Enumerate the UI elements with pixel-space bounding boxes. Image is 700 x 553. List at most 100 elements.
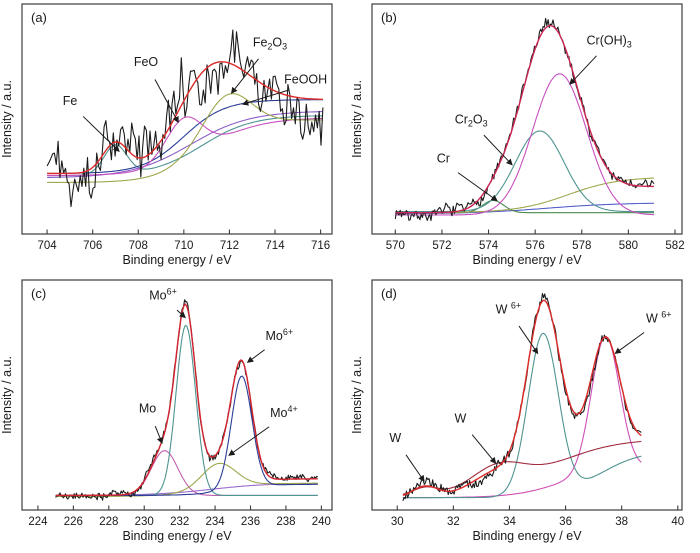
panel-letter: (c): [31, 286, 46, 301]
x-tick-label: 570: [386, 240, 405, 252]
measured-data: [55, 299, 318, 501]
axes-box: [371, 3, 683, 235]
mo4-curve: [55, 462, 318, 498]
axes-box: [371, 279, 683, 511]
panel-letter: (a): [31, 10, 47, 25]
x-tick-label: 708: [129, 240, 148, 252]
x-axis-ticks: 30 32 34 36 38 40: [391, 505, 684, 528]
x-axis-ticks: 704 706 708 710 712 714 716: [37, 229, 330, 252]
y-axis-title: Intensity / a.u.: [0, 80, 14, 158]
fit-envelope: [395, 24, 654, 214]
x-tick-label: 30: [391, 516, 404, 528]
x-tick-label: 572: [432, 240, 451, 252]
x-tick-label: 236: [241, 516, 260, 528]
x-tick-label: 234: [205, 516, 225, 528]
x-tick-label: 34: [503, 516, 516, 528]
peak-label: Fe2O3: [253, 36, 287, 52]
panel-c: 224 226 228 230 232 234 236 238 240 Binding energ…: [0, 276, 350, 553]
panel-d-svg: 30 32 34 36 38 40 Binding energy / eV Intensity…: [350, 279, 684, 543]
annotation-arrow: [82, 116, 120, 153]
x-tick-label: 576: [526, 240, 545, 252]
peak-label: Fe: [63, 94, 78, 108]
cr2o3-curve: [395, 130, 654, 213]
x-axis-ticks: 224 226 228 230 232 234 236 238 240: [28, 505, 331, 528]
fe2o3-curve: [47, 93, 323, 183]
annotation-arrow: [154, 79, 179, 124]
x-tick-label: 712: [220, 240, 239, 252]
x-tick-label: 238: [276, 516, 295, 528]
x-tick-label: 706: [83, 240, 102, 252]
x-tick-label: 228: [99, 516, 118, 528]
x-axis-title: Binding energy / eV: [122, 529, 232, 543]
peak-label: W: [454, 412, 466, 426]
x-tick-label: 36: [559, 516, 572, 528]
peak-label: Mo6+: [265, 327, 293, 343]
feo-curve: [47, 116, 323, 177]
fit-envelope: [55, 303, 318, 497]
w6-4f52-curve: [402, 335, 642, 499]
y-axis-title: Intensity / a.u.: [350, 80, 364, 158]
x-axis-title: Binding energy / eV: [472, 253, 582, 267]
panel-d: 30 32 34 36 38 40 Binding energy / eV Intensity…: [350, 276, 700, 553]
mo6-3d32-curve: [55, 375, 318, 496]
peak-label: Cr(OH)3: [587, 33, 632, 49]
x-tick-label: 240: [312, 516, 331, 528]
annotation-arrow: [483, 134, 513, 166]
panel-a: 704 706 708 710 712 714 716 Binding energy / eV…: [0, 0, 350, 276]
x-tick-label: 32: [447, 516, 460, 528]
feooh-curve: [47, 99, 323, 174]
measured-data: [394, 17, 655, 222]
w6-4f72-curve: [402, 332, 642, 499]
x-tick-label: 230: [135, 516, 154, 528]
x-tick-label: 38: [615, 516, 628, 528]
annotation-arrow: [569, 55, 597, 85]
x-tick-label: 226: [64, 516, 83, 528]
measured-data: [46, 29, 324, 208]
violet-background: [47, 111, 323, 179]
peak-label: FeO: [134, 55, 159, 69]
axes-box: [21, 3, 333, 235]
x-tick-label: 710: [174, 240, 193, 252]
x-tick-label: 580: [619, 240, 638, 252]
x-tick-label: 232: [170, 516, 189, 528]
peak-label: W: [389, 431, 401, 445]
peak-label: Mo6+: [149, 287, 177, 303]
annotation-arrow: [614, 332, 645, 354]
x-tick-label: 224: [28, 516, 48, 528]
peak-label: Mo4+: [270, 404, 298, 420]
panel-b-svg: 570 572 574 576 578 580 582 Binding energy / eV…: [350, 3, 685, 267]
annotation-arrow: [241, 89, 289, 106]
annotation-arrow: [518, 325, 539, 355]
annotation-arrow: [405, 454, 425, 482]
peak-label: Cr2O3: [455, 113, 488, 129]
peak-label: FeOOH: [284, 72, 327, 86]
annotation-arrow: [230, 58, 259, 94]
panel-a-svg: 704 706 708 710 712 714 716 Binding energy / eV…: [0, 3, 333, 267]
x-tick-label: 40: [671, 516, 684, 528]
panel-letter: (b): [381, 10, 397, 25]
annotation-arrow: [246, 349, 265, 363]
blue-baseline: [395, 202, 655, 215]
y-axis-title: Intensity / a.u.: [0, 356, 14, 434]
fit-envelope: [47, 61, 323, 175]
w-background: [402, 440, 642, 495]
x-tick-label: 578: [572, 240, 591, 252]
annotation-arrow: [154, 425, 164, 445]
annotation-arrow: [457, 172, 498, 202]
x-tick-label: 582: [665, 240, 684, 252]
x-tick-label: 716: [311, 240, 330, 252]
panel-letter: (d): [381, 286, 397, 301]
annotation-arrow: [471, 434, 497, 464]
fe-curve: [47, 115, 323, 177]
axes-box: [21, 279, 333, 511]
annotation-arrow: [176, 309, 186, 319]
fit-envelope: [402, 299, 642, 496]
peak-label: Cr: [437, 152, 450, 166]
panel-b: 570 572 574 576 578 580 582 Binding energy / eV…: [350, 0, 700, 276]
x-axis-ticks: 570 572 574 576 578 580 582: [386, 229, 685, 252]
x-tick-label: 574: [479, 240, 499, 252]
x-axis-title: Binding energy / eV: [122, 253, 232, 267]
peak-label: Mo: [139, 401, 156, 415]
panel-c-svg: 224 226 228 230 232 234 236 238 240 Binding energ…: [0, 279, 333, 543]
